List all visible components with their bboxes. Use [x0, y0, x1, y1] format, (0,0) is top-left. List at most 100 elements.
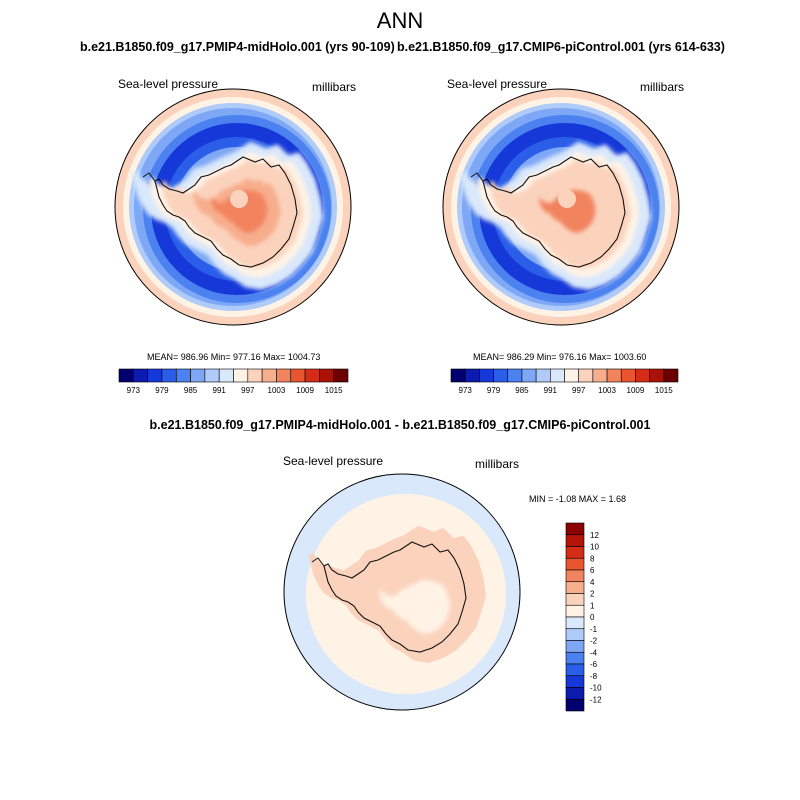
colorbar-tick-label: 997	[241, 386, 255, 395]
colorbar-swatch	[521, 368, 537, 383]
colorbar-tick-label: 6	[590, 566, 595, 575]
colorbar-swatch	[319, 368, 334, 383]
colorbar-swatch	[592, 368, 608, 383]
colorbar-tick-label: 973	[459, 386, 473, 395]
colorbar-swatch	[565, 675, 585, 688]
map-field	[284, 474, 520, 710]
colorbar-swatch	[565, 651, 585, 665]
colorbar-tick-label: -12	[590, 695, 602, 704]
colorbar-tick-label: 4	[590, 578, 595, 587]
colorbar-tick-label: 997	[572, 386, 586, 395]
colorbar-tick-label: 1015	[655, 386, 673, 395]
colorbar-swatch	[190, 368, 206, 383]
map-border	[283, 473, 521, 711]
colorbar-swatch	[635, 368, 650, 383]
map-diff	[283, 473, 521, 711]
colorbar-right: 973 979 985 991 997 1003 1009 1015	[450, 368, 679, 395]
colorbar-tick-label: 1003	[598, 386, 616, 395]
diff-units-label: millibars	[475, 457, 520, 471]
colorbar-swatch	[565, 569, 585, 583]
colorbar-swatch	[161, 368, 177, 383]
peninsula-coastline	[142, 172, 156, 182]
colorbar-swatch	[565, 593, 585, 606]
coastline	[154, 156, 298, 268]
colorbar-left: 973 979 985 991 997 1003 1009 1015	[118, 368, 349, 395]
colorbar-swatch	[333, 368, 349, 383]
colorbar-swatch	[118, 368, 134, 383]
colorbar-swatch	[450, 368, 466, 383]
diff-panel-title: b.e21.B1850.f09_g17.PMIP4-midHolo.001 - …	[149, 418, 651, 432]
right-panel-title: b.e21.B1850.f09_g17.CMIP6-piControl.001 …	[397, 40, 725, 54]
map-border	[114, 88, 352, 326]
colorbar-tick-label: 985	[515, 386, 529, 395]
colorbar-swatch	[620, 368, 636, 383]
map-left	[114, 88, 352, 326]
colorbar-swatch	[133, 368, 148, 383]
colorbar-swatch	[565, 604, 585, 618]
colorbar-swatch	[147, 368, 163, 383]
colorbar-swatch	[565, 628, 585, 641]
colorbar-tick-label: 985	[184, 386, 198, 395]
colorbar-tick-label: -1	[590, 625, 598, 634]
colorbar-swatch	[550, 368, 565, 383]
left-stats: MEAN= 986.96 Min= 977.16 Max= 1004.73	[147, 352, 321, 362]
colorbar-swatch	[606, 368, 622, 383]
page-title: ANN	[376, 8, 424, 33]
colorbar-swatch	[276, 368, 292, 383]
colorbar-swatch	[175, 368, 191, 383]
coastline	[482, 156, 626, 268]
colorbar-swatch	[479, 368, 494, 383]
colorbar-swatch	[565, 616, 585, 630]
colorbar-swatch	[290, 368, 306, 383]
map-border	[442, 88, 680, 326]
colorbar-swatch	[565, 687, 585, 700]
continent-pressure-shell	[210, 189, 268, 233]
left-units-label: millibars	[312, 80, 357, 94]
colorbar-swatch	[535, 368, 551, 383]
colorbar-swatch	[233, 368, 249, 383]
diff-variable-label: Sea-level pressure	[283, 454, 384, 468]
colorbar-tick-label: 1003	[268, 386, 286, 395]
colorbar-swatch	[261, 368, 277, 383]
colorbar-swatch	[565, 698, 585, 712]
interior-low	[230, 190, 248, 208]
peninsula-coastline	[470, 172, 484, 182]
colorbar-swatch	[565, 581, 585, 594]
map-right	[442, 88, 680, 326]
coastline	[323, 541, 467, 653]
colorbar-swatch	[218, 368, 234, 383]
colorbar-tick-label: 1015	[325, 386, 343, 395]
colorbar-tick-label: 991	[544, 386, 558, 395]
map-field	[443, 89, 679, 325]
peninsula-coastline	[311, 557, 325, 567]
colorbar-tick-label: -6	[590, 660, 598, 669]
colorbar-tick-label: 979	[487, 386, 501, 395]
colorbar-tick-label: 8	[590, 554, 595, 563]
colorbar-swatch	[565, 546, 585, 559]
right-stats: MEAN= 986.29 Min= 976.16 Max= 1003.60	[473, 352, 647, 362]
interior-low	[558, 190, 576, 208]
colorbar-swatch	[564, 368, 579, 383]
colorbar-tick-label: 1009	[296, 386, 314, 395]
colorbar-swatch	[565, 522, 585, 536]
left-variable-label: Sea-level pressure	[118, 77, 219, 91]
colorbar-swatch	[649, 368, 665, 383]
map-field	[115, 89, 351, 325]
colorbar-tick-label: 973	[127, 386, 141, 395]
colorbar-tick-label: 991	[213, 386, 227, 395]
colorbar-tick-label: -10	[590, 684, 602, 693]
left-panel-title: b.e21.B1850.f09_g17.PMIP4-midHolo.001 (y…	[80, 40, 395, 54]
colorbar-swatch	[247, 368, 263, 383]
diff-stats: MIN = -1.08 MAX = 1.68	[529, 494, 627, 504]
colorbar-swatch	[565, 557, 585, 571]
colorbar-swatch	[304, 368, 320, 383]
colorbar-tick-label: 1	[590, 601, 595, 610]
colorbar-swatch	[565, 534, 585, 547]
continent-pressure-shell	[538, 189, 596, 233]
right-units-label: millibars	[640, 80, 685, 94]
colorbar-tick-label: 10	[590, 543, 599, 552]
colorbar-swatch	[578, 368, 594, 383]
colorbar-tick-label: -4	[590, 648, 598, 657]
right-variable-label: Sea-level pressure	[447, 77, 548, 91]
